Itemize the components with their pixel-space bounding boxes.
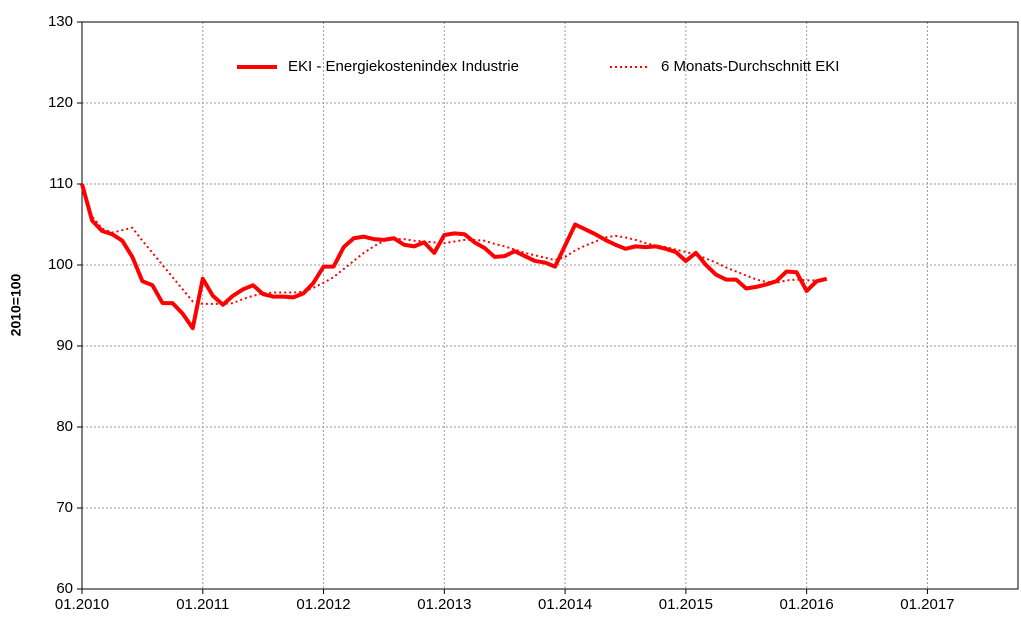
legend-label: 6 Monats-Durchschnitt EKI <box>661 58 839 75</box>
x-tick-label: 01.2011 <box>176 596 229 613</box>
y-axis-label: 2010=100 <box>8 273 24 336</box>
y-tick-label: 110 <box>49 175 73 192</box>
y-tick-label: 80 <box>56 418 73 435</box>
x-tick-label: 01.2017 <box>900 596 954 613</box>
x-tick-label: 01.2016 <box>780 596 834 613</box>
legend-label: EKI - Energiekostenindex Industrie <box>288 58 519 75</box>
y-tick-label: 70 <box>56 499 73 516</box>
data-line <box>81 183 827 305</box>
y-tick-label: 120 <box>48 94 73 111</box>
y-tick-label: 100 <box>48 256 73 273</box>
data-line <box>80 183 828 331</box>
x-tick-label: 01.2015 <box>659 596 713 613</box>
y-tick-label: 130 <box>48 13 73 30</box>
plot-frame <box>81 21 1019 590</box>
x-tick-label: 01.2013 <box>417 596 471 613</box>
x-tick-label: 01.2012 <box>296 596 350 613</box>
x-tick-label: 01.2014 <box>538 596 592 613</box>
y-tick-label: 90 <box>56 337 73 354</box>
x-tick-label: 01.2010 <box>55 596 109 613</box>
y-tick-label: 60 <box>56 580 73 597</box>
